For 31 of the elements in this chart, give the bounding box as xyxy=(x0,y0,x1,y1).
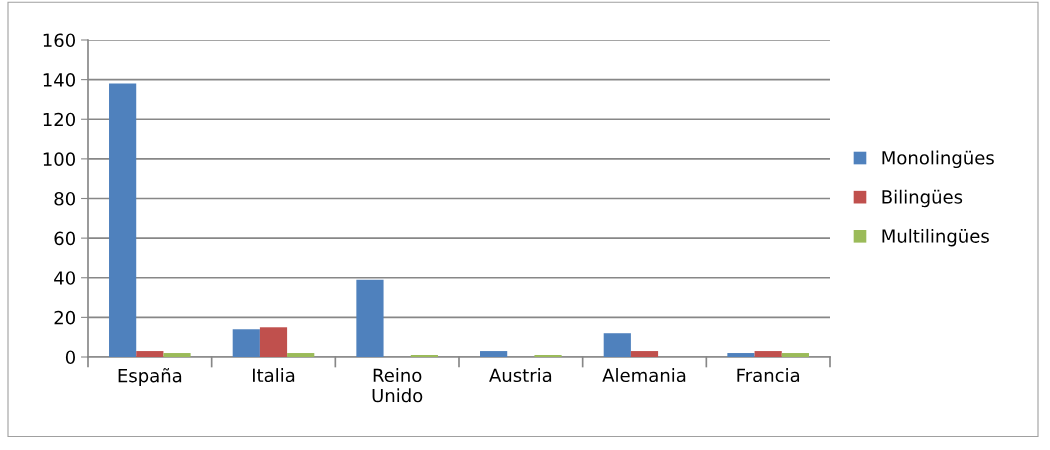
bar xyxy=(781,353,809,357)
y-tick-label: 20 xyxy=(54,310,75,325)
x-tick-label: Francia xyxy=(737,368,800,383)
y-tick-label: 100 xyxy=(43,152,75,166)
bar xyxy=(259,327,288,357)
bar xyxy=(603,333,631,357)
x-tick-label: España xyxy=(118,368,182,386)
y-tick-label: 120 xyxy=(43,112,75,127)
y-tick-label: 40 xyxy=(54,271,75,285)
legend-label: Monolingües xyxy=(882,150,994,169)
x-tick-label: Austria xyxy=(489,368,552,383)
bar xyxy=(232,329,260,357)
bar xyxy=(754,351,782,357)
y-tick-label: 80 xyxy=(54,191,75,206)
y-tick-label: 0 xyxy=(65,350,75,365)
y-tick-label: 160 xyxy=(43,33,75,48)
x-tick-label: Alemania xyxy=(602,368,686,383)
legend-label: Bilingües xyxy=(882,189,963,208)
legend-label: Multilingües xyxy=(882,228,989,247)
bar xyxy=(109,83,137,357)
x-tick-label: Reino Unido xyxy=(372,368,423,403)
bar xyxy=(727,353,755,357)
bar xyxy=(630,351,659,357)
y-tick-label: 140 xyxy=(43,73,75,87)
bar xyxy=(356,279,384,357)
bar xyxy=(163,353,191,357)
bar xyxy=(480,351,508,357)
bar xyxy=(136,351,164,357)
bar xyxy=(287,353,315,357)
x-tick-label: Italia xyxy=(252,368,295,383)
y-tick-label: 60 xyxy=(54,231,75,246)
